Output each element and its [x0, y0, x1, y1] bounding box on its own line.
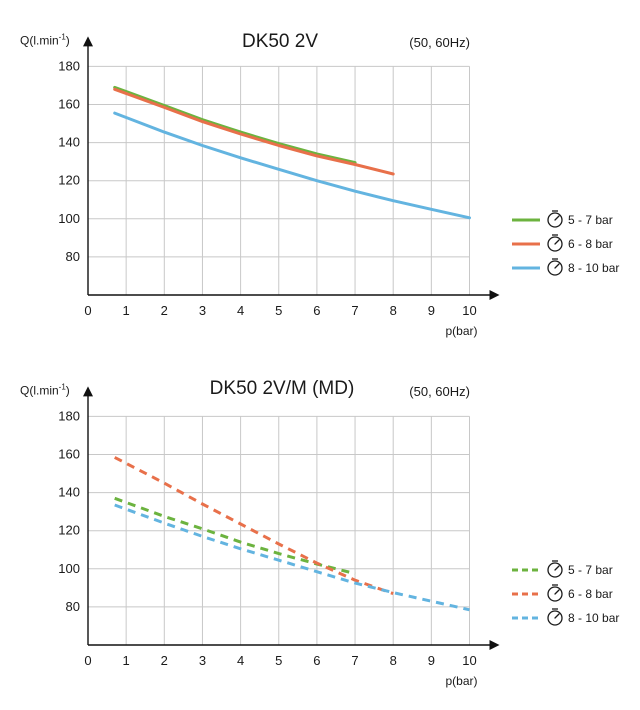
series-line-2 [114, 456, 394, 596]
legend: 5 - 7 bar 6 - 8 bar 8 - 10 bar [512, 560, 619, 626]
series-line-2 [113, 87, 395, 176]
series-line-1 [114, 496, 356, 576]
gauge-icon-needle [554, 263, 560, 269]
gauge-icon-ring [547, 236, 563, 252]
x-tick-label: 0 [84, 303, 91, 318]
series-line-1 [113, 85, 357, 165]
y-tick-label: 80 [66, 249, 80, 264]
x-tick-label: 9 [428, 653, 435, 668]
y-tick-label: 120 [58, 523, 80, 538]
gauge-icon-ring [547, 212, 563, 228]
x-tick-label: 9 [428, 303, 435, 318]
x-tick-label: 1 [123, 653, 130, 668]
y-tick-label: 180 [58, 58, 80, 73]
gauge-icon [547, 560, 563, 578]
legend-label: 5 - 7 bar [568, 213, 613, 227]
x-axis-label: p(bar) [445, 324, 477, 338]
y-tick-label: 140 [58, 485, 80, 500]
y-tick-label: 100 [58, 211, 80, 226]
x-tick-label: 2 [161, 653, 168, 668]
gauge-icon-needle [554, 239, 560, 245]
legend-label: 6 - 8 bar [568, 237, 613, 251]
x-tick-label: 10 [462, 303, 476, 318]
y-axis-label: Q(l.min-1) [20, 32, 70, 47]
gauge-icon-needle [554, 613, 560, 619]
y-tick-label: 160 [58, 97, 80, 112]
gauge-icon-ring [547, 562, 563, 578]
legend-label: 8 - 10 bar [568, 611, 619, 625]
y-axis-label: Q(l.min-1) [20, 382, 70, 397]
legend-label: 5 - 7 bar [568, 563, 613, 577]
chart-title: DK50 2V [242, 31, 318, 52]
x-tick-label: 7 [351, 303, 358, 318]
x-axis-label: p(bar) [445, 674, 477, 688]
grid [88, 415, 470, 645]
gauge-icon [547, 584, 563, 602]
y-tick-label: 120 [58, 173, 80, 188]
y-tick-label: 180 [58, 408, 80, 423]
x-tick-label: 3 [199, 303, 206, 318]
chart-2: 0 1 2 3 4 5 6 7 8 9 10 80 100 120 140 160 180 Q(l.min-1) p… [20, 378, 619, 688]
x-tick-label: 8 [390, 653, 397, 668]
x-tick-label: 5 [275, 653, 282, 668]
series-line-3 [114, 503, 470, 612]
chart-subtitle: (50, 60Hz) [409, 384, 470, 399]
gauge-icon-ring [547, 260, 563, 276]
gauge-icon-ring [547, 610, 563, 626]
series-line-3 [113, 111, 471, 220]
legend-label: 6 - 8 bar [568, 587, 613, 601]
y-axis-arrow [83, 36, 93, 47]
gauge-icon-ring [547, 586, 563, 602]
gauge-icon-needle [554, 565, 560, 571]
legend: 5 - 7 bar 6 - 8 bar 8 - 10 bar [512, 210, 619, 276]
y-tick-label: 80 [66, 599, 80, 614]
gauge-icon [547, 234, 563, 252]
x-tick-label: 3 [199, 653, 206, 668]
y-tick-label: 160 [58, 447, 80, 462]
x-tick-label: 6 [313, 303, 320, 318]
gauge-icon-needle [554, 589, 560, 595]
chart-subtitle: (50, 60Hz) [409, 35, 470, 50]
gauge-icon-needle [554, 215, 560, 221]
chart-1: 0 1 2 3 4 5 6 7 8 9 10 80 100 120 140 160 180 Q(l.min-1) p… [20, 31, 619, 338]
x-tick-label: 1 [123, 303, 130, 318]
x-tick-label: 10 [462, 653, 476, 668]
x-tick-label: 6 [313, 653, 320, 668]
x-axis-arrow [489, 290, 500, 300]
x-tick-label: 8 [390, 303, 397, 318]
x-tick-label: 2 [161, 303, 168, 318]
y-axis-arrow [83, 386, 93, 397]
gauge-icon [547, 258, 563, 276]
x-tick-label: 5 [275, 303, 282, 318]
x-tick-label: 4 [237, 303, 244, 318]
y-tick-label: 100 [58, 561, 80, 576]
x-tick-label: 7 [351, 653, 358, 668]
x-axis-arrow [489, 640, 500, 650]
chart-title: DK50 2V/M (MD) [210, 378, 355, 399]
legend-label: 8 - 10 bar [568, 261, 619, 275]
y-tick-label: 140 [58, 135, 80, 150]
x-tick-label: 4 [237, 653, 244, 668]
gauge-icon [547, 608, 563, 626]
x-tick-label: 0 [84, 653, 91, 668]
gauge-icon [547, 210, 563, 228]
